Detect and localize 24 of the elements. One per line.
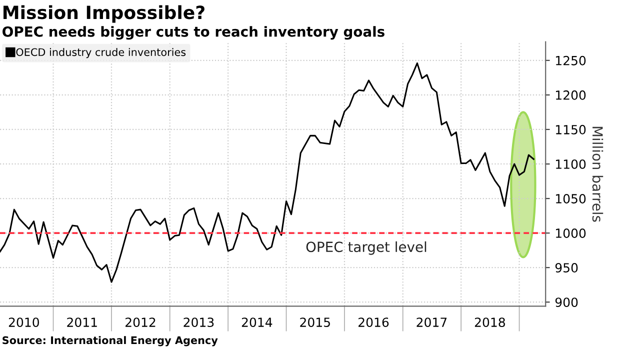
legend-label: OECD industry crude inventories (16, 48, 186, 58)
x-tick-label: 2014 (242, 318, 272, 328)
x-tick-label: 2013 (184, 318, 214, 328)
chart-title: Mission Impossible? (4, 5, 204, 23)
y-tick-label: 900 (555, 298, 578, 308)
x-tick-label: 2017 (416, 318, 447, 328)
y-tick-label: 1150 (556, 124, 586, 134)
x-tick-label: 2016 (358, 318, 389, 328)
source-note: Source: International Energy Agency (2, 336, 218, 346)
y-tick-label: 1050 (556, 194, 586, 204)
y-tick-label: 1000 (556, 228, 586, 238)
x-tick-label: 2012 (126, 318, 156, 328)
y-tick-label: 1250 (556, 56, 586, 66)
chart-subtitle: OPEC needs bigger cuts to reach inventory goals (2, 26, 384, 40)
line-series (0, 62, 534, 283)
y-axis-title: Million barrels (592, 126, 604, 222)
x-tick-label: 2015 (300, 318, 330, 328)
y-tick-label: 1100 (556, 159, 586, 169)
x-tick-label: 2010 (8, 318, 39, 328)
x-tick-label: 2011 (67, 318, 97, 328)
y-tick-label: 1200 (556, 90, 586, 100)
ref-line-label: OPEC target level (306, 241, 426, 255)
y-tick-label: 950 (555, 263, 578, 272)
x-tick-label: 2018 (474, 318, 505, 328)
